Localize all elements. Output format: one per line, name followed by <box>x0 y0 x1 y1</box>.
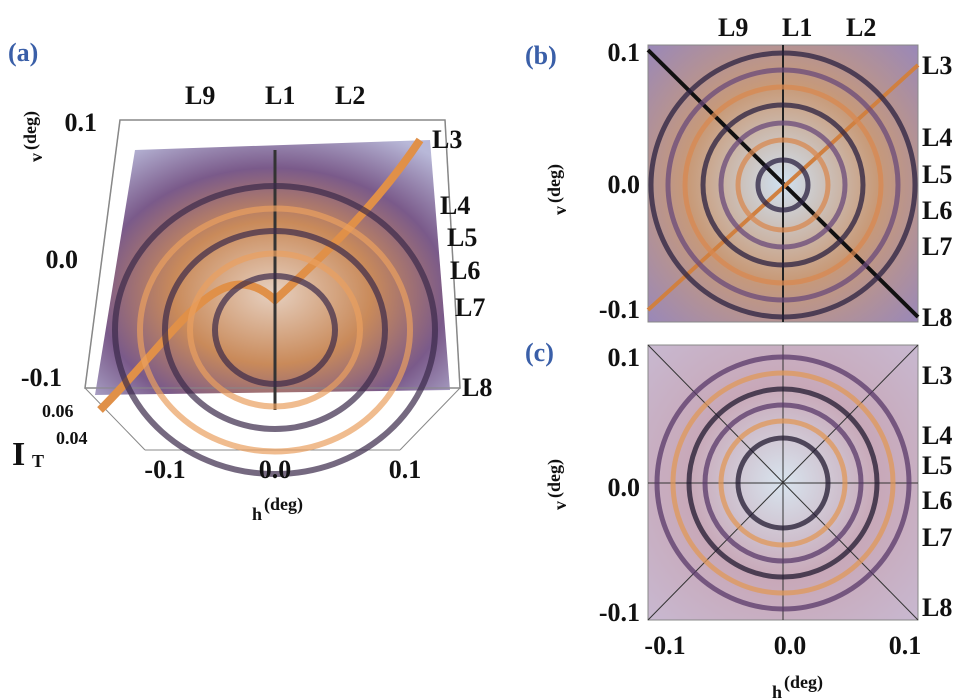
line-label: L7 <box>922 523 952 552</box>
line-label: L3 <box>432 125 462 154</box>
line-label: L9 <box>718 13 748 42</box>
x-axis-var: h <box>252 504 262 524</box>
x-tick-label: 0.0 <box>774 631 807 660</box>
y-axis-label: v (deg) <box>544 459 570 510</box>
x-tick-label: 0.0 <box>259 455 292 484</box>
line-label: L8 <box>922 593 952 622</box>
line-label: L7 <box>455 293 485 322</box>
map-b <box>648 45 918 322</box>
line-label: L4 <box>922 421 952 450</box>
line-label: L1 <box>265 81 295 110</box>
x-axis-unit: (deg) <box>264 494 303 515</box>
line-label: L6 <box>922 196 952 225</box>
x-tick-label: 0.1 <box>389 455 422 484</box>
y-tick-label: -0.1 <box>21 363 62 392</box>
x-tick-label: -0.1 <box>644 631 685 660</box>
x-axis-var: h <box>772 682 782 700</box>
figure: (a)L9L1L2L3L4L5L6L7L80.10.0-0.1-0.10.00.… <box>0 0 967 700</box>
y-tick-label: 0.1 <box>608 38 641 67</box>
z-tick-label: 0.06 <box>42 401 74 421</box>
y-axis-unit: (deg) <box>20 111 41 150</box>
y-tick-label: 0.0 <box>608 473 641 502</box>
line-label: L5 <box>922 451 952 480</box>
y-axis-label: v (deg) <box>20 111 46 162</box>
y-tick-label: 0.1 <box>608 343 641 372</box>
line-label: L7 <box>922 232 952 261</box>
line-label: L9 <box>185 81 215 110</box>
z-tick-label: 0.04 <box>56 428 88 448</box>
line-label: L6 <box>450 256 480 285</box>
line-label: L8 <box>462 373 492 402</box>
y-tick-label: -0.1 <box>599 295 640 324</box>
y-axis-var: v <box>550 206 570 215</box>
line-label: L6 <box>922 486 952 515</box>
line-label: L5 <box>922 160 952 189</box>
line-label: L3 <box>922 51 952 80</box>
line-label: L3 <box>922 361 952 390</box>
x-tick-label: -0.1 <box>144 455 185 484</box>
line-label: L2 <box>335 81 365 110</box>
line-label: L4 <box>440 191 470 220</box>
z-axis-subscript: T <box>32 451 44 471</box>
y-axis-unit: (deg) <box>544 459 565 498</box>
line-label: L2 <box>846 13 876 42</box>
y-axis-var: v <box>26 153 46 162</box>
x-axis-unit: (deg) <box>784 672 823 693</box>
surface-plot-a <box>85 120 460 474</box>
y-axis-var: v <box>550 501 570 510</box>
y-tick-label: 0.0 <box>46 245 79 274</box>
y-tick-label: 0.0 <box>608 170 641 199</box>
line-label: L5 <box>447 223 477 252</box>
panel-label: (a) <box>8 38 38 67</box>
y-tick-label: -0.1 <box>599 598 640 627</box>
panel-label: (b) <box>525 41 557 70</box>
line-label: L8 <box>922 303 952 332</box>
y-axis-unit: (deg) <box>544 164 565 203</box>
map-c <box>648 345 918 620</box>
z-axis-label: I <box>12 436 25 473</box>
y-axis-label: v (deg) <box>544 164 570 215</box>
x-tick-label: 0.1 <box>889 631 922 660</box>
y-tick-label: 0.1 <box>65 108 98 137</box>
line-label: L4 <box>922 123 952 152</box>
panel-label: (c) <box>525 338 554 367</box>
line-label: L1 <box>782 13 812 42</box>
